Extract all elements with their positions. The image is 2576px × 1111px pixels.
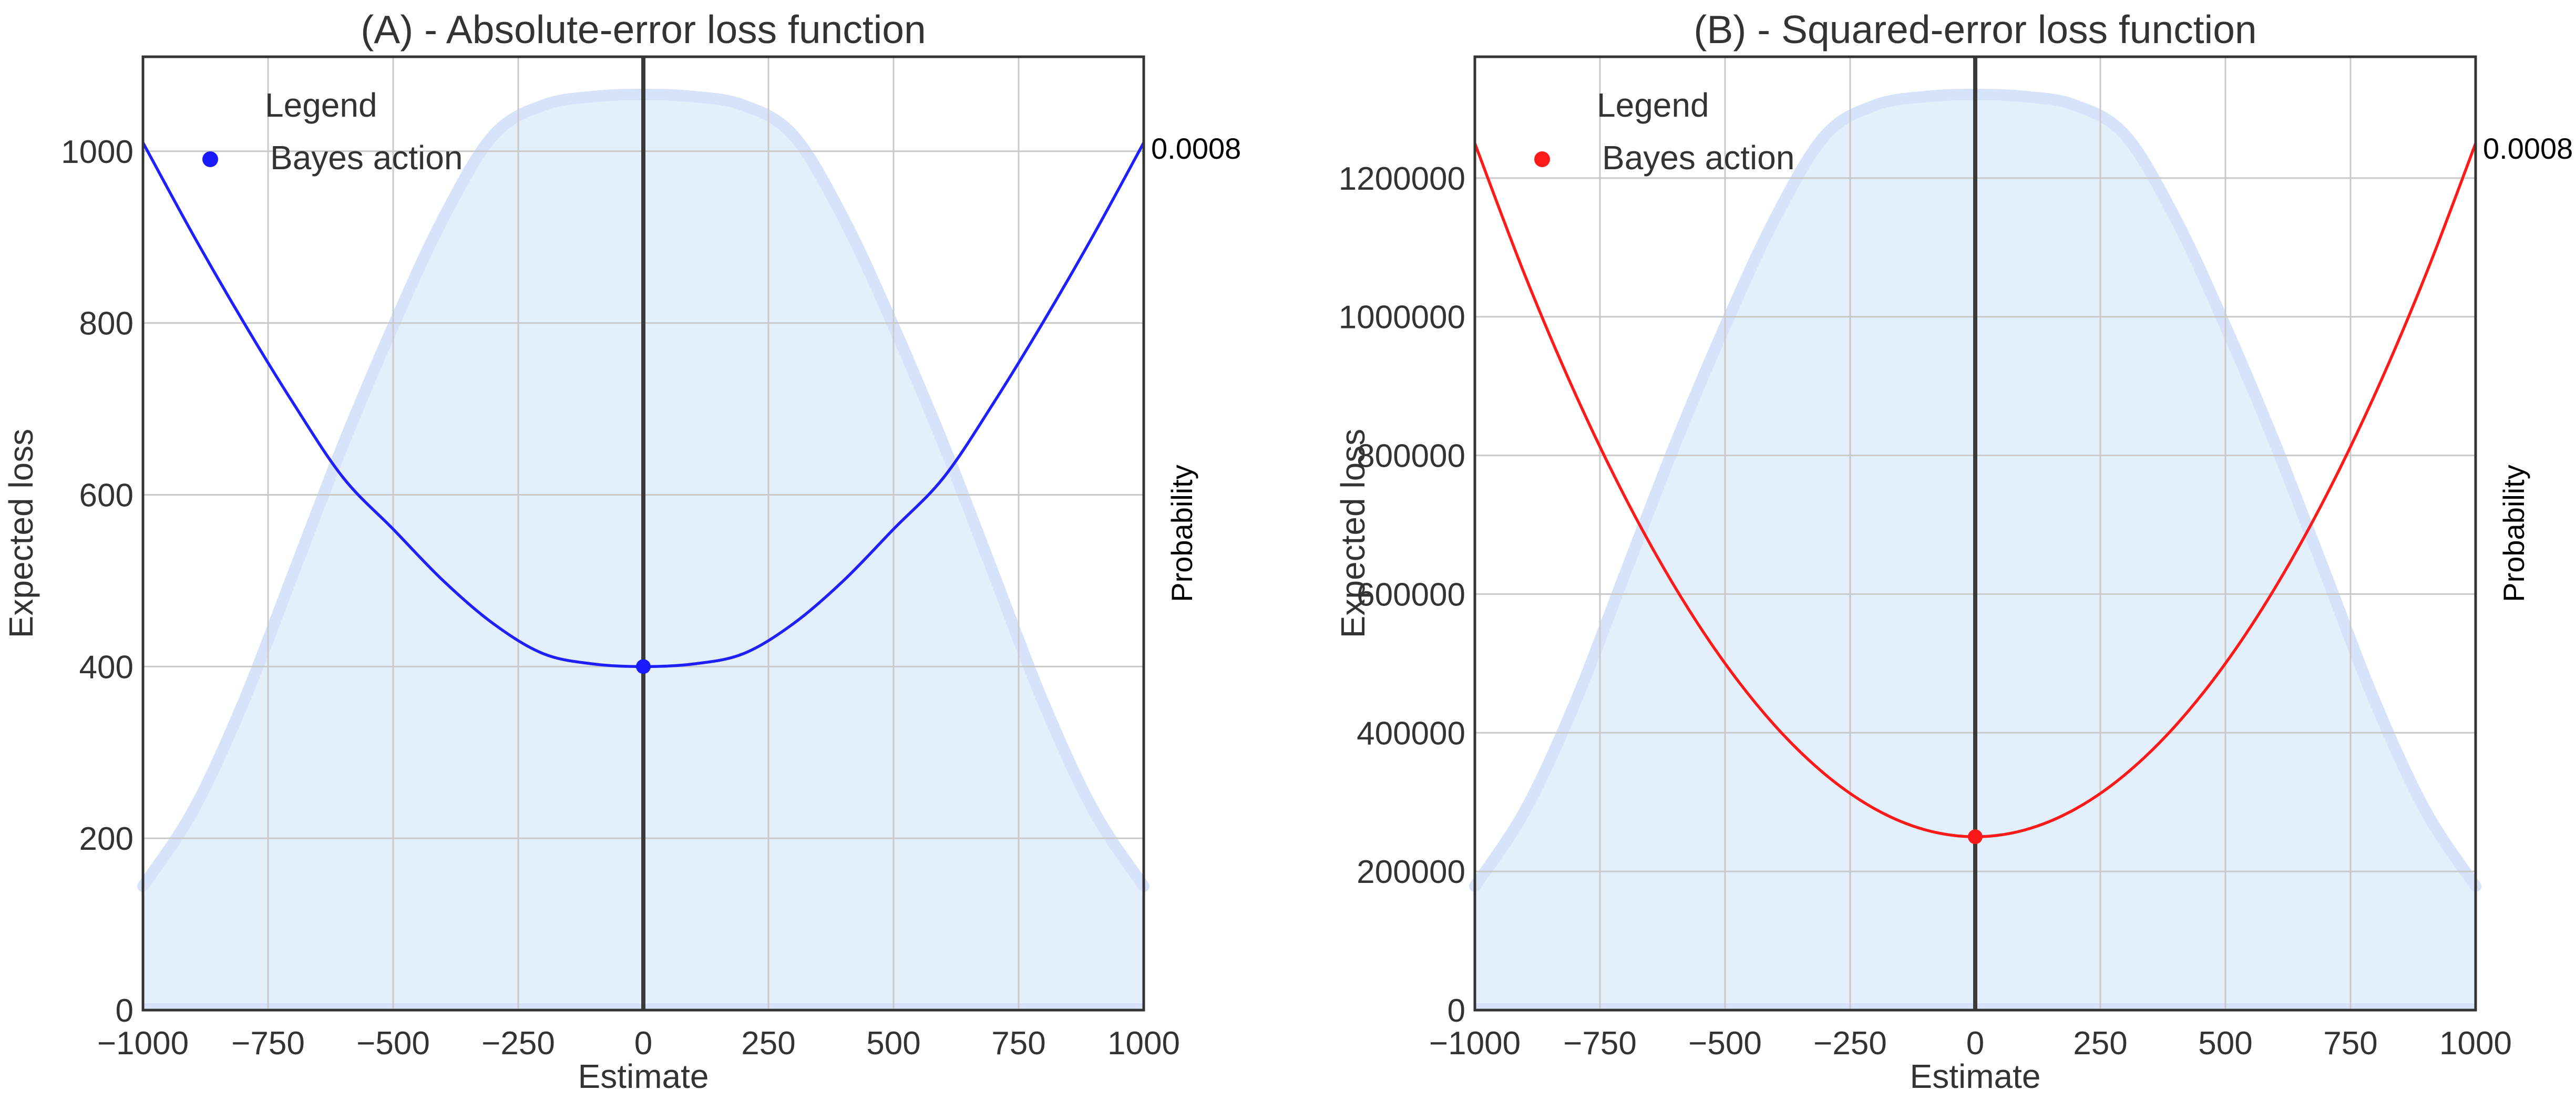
y-axis-label: Expected loss bbox=[1334, 429, 1372, 638]
x-tick-label: 500 bbox=[866, 1025, 920, 1062]
x-tick-label: 1000 bbox=[2439, 1025, 2512, 1062]
legend: Legend Bayes action bbox=[202, 86, 463, 177]
x-tick-label: −1000 bbox=[97, 1025, 189, 1062]
y-axis-label: Expected loss bbox=[2, 429, 40, 638]
y-tick-label: 1000 bbox=[61, 134, 134, 170]
legend-title: Legend bbox=[1597, 86, 1709, 124]
y-tick-label: 200000 bbox=[1357, 854, 1465, 890]
x-tick-label: −500 bbox=[356, 1025, 430, 1062]
x-tick-label: 750 bbox=[991, 1025, 1045, 1062]
y-tick-label: 600000 bbox=[1357, 577, 1465, 613]
secondary-y-tick-label: 0.0008 bbox=[1151, 132, 1241, 165]
y-tick-label: 1200000 bbox=[1339, 161, 1465, 197]
y-tick-label: 200 bbox=[79, 821, 134, 857]
x-tick-label: −750 bbox=[231, 1025, 305, 1062]
panel-a: (A) - Absolute-error loss function −1000 −… bbox=[2, 7, 1241, 1095]
legend-marker bbox=[202, 151, 218, 167]
x-tick-label: −1000 bbox=[1429, 1025, 1521, 1062]
x-axis-label: Estimate bbox=[1910, 1057, 2041, 1095]
legend-entry: Bayes action bbox=[1602, 139, 1794, 177]
panel-b: (B) - Squared-error loss function −1000 −7… bbox=[1334, 7, 2573, 1095]
legend-marker bbox=[1534, 151, 1550, 167]
x-tick-label: 500 bbox=[2198, 1025, 2252, 1062]
plot-frame bbox=[141, 55, 1145, 1012]
x-axis-label: Estimate bbox=[578, 1057, 709, 1095]
legend-entry: Bayes action bbox=[270, 139, 463, 177]
x-tick-label: 1000 bbox=[1107, 1025, 1180, 1062]
x-tick-label: 0 bbox=[1966, 1025, 1984, 1062]
x-tick-label: −750 bbox=[1563, 1025, 1637, 1062]
secondary-y-axis-label: Probability bbox=[1165, 465, 1198, 602]
x-tick-label: 0 bbox=[634, 1025, 652, 1062]
y-tick-label: 800000 bbox=[1357, 438, 1465, 475]
legend-title: Legend bbox=[265, 86, 377, 124]
x-tick-label: −250 bbox=[1813, 1025, 1887, 1062]
secondary-y-axis-label: Probability bbox=[2497, 465, 2530, 602]
chart-title: (B) - Squared-error loss function bbox=[1694, 7, 2256, 52]
x-tick-label: 250 bbox=[2073, 1025, 2127, 1062]
bayes-action-point bbox=[1968, 829, 1983, 845]
x-tick-label: 250 bbox=[741, 1025, 795, 1062]
x-tick-label: −250 bbox=[481, 1025, 555, 1062]
y-tick-label: 400 bbox=[79, 649, 134, 685]
y-tick-label: 600 bbox=[79, 477, 134, 513]
x-tick-label: 750 bbox=[2323, 1025, 2377, 1062]
y-tick-label: 0 bbox=[1448, 993, 1465, 1029]
y-tick-label: 400000 bbox=[1357, 715, 1465, 752]
y-tick-label: 1000000 bbox=[1339, 300, 1465, 336]
x-tick-label: −500 bbox=[1688, 1025, 1762, 1062]
y-tick-label: 800 bbox=[79, 306, 134, 342]
y-tick-label: 0 bbox=[116, 993, 134, 1029]
secondary-y-tick-label: 0.0008 bbox=[2483, 132, 2573, 165]
plot-frame bbox=[1473, 55, 2477, 1012]
bayes-action-point bbox=[636, 659, 651, 674]
legend: Legend Bayes action bbox=[1534, 86, 1794, 177]
chart-title: (A) - Absolute-error loss function bbox=[361, 7, 926, 52]
